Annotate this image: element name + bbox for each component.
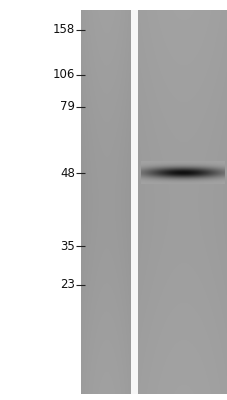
Text: 158: 158: [53, 24, 75, 36]
Text: 23: 23: [60, 278, 75, 291]
Text: 106: 106: [53, 68, 75, 81]
Text: 79: 79: [60, 100, 75, 113]
Text: 35: 35: [60, 240, 75, 253]
Text: 48: 48: [60, 167, 75, 180]
